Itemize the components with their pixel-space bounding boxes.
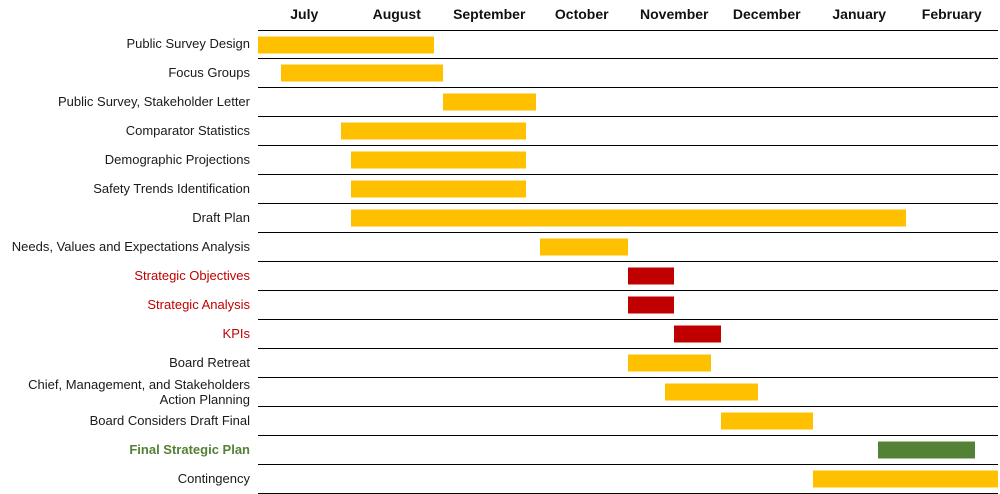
gantt-bar	[628, 296, 675, 314]
gantt-row: Strategic Objectives	[0, 262, 1000, 291]
task-label: Strategic Analysis	[147, 297, 250, 313]
gantt-row: Safety Trends Identification	[0, 175, 1000, 204]
gantt-row: Needs, Values and Expectations Analysis	[0, 233, 1000, 262]
gantt-bar	[350, 151, 527, 169]
gantt-row: Public Survey, Stakeholder Letter	[0, 88, 1000, 117]
gantt-row: Demographic Projections	[0, 146, 1000, 175]
gantt-bar	[350, 180, 527, 198]
gantt-bar	[665, 383, 758, 401]
month-label: July	[290, 6, 319, 22]
gantt-bar	[540, 238, 628, 256]
task-label: Board Considers Draft Final	[89, 413, 250, 429]
gantt-bar	[443, 93, 536, 111]
month-label: October	[554, 6, 609, 22]
task-label: Draft Plan	[192, 210, 250, 226]
task-timeline-cell	[258, 291, 998, 320]
task-timeline-cell	[258, 378, 998, 407]
gantt-bar	[674, 325, 721, 343]
month-header-row: July August September October November Decemb…	[258, 0, 998, 30]
task-timeline-cell	[258, 349, 998, 378]
task-label: Final Strategic Plan	[129, 442, 250, 458]
task-timeline-cell	[258, 320, 998, 349]
gantt-row: Focus Groups	[0, 59, 1000, 88]
gantt-bar	[350, 209, 906, 227]
gantt-row: Final Strategic Plan	[0, 436, 1000, 465]
gantt-bar	[720, 412, 813, 430]
task-label: Public Survey, Stakeholder Letter	[58, 94, 250, 110]
month-label: August	[372, 6, 421, 22]
gantt-bar	[628, 267, 675, 285]
task-timeline-cell	[258, 465, 998, 494]
month-label: December	[732, 6, 801, 22]
task-label: Strategic Objectives	[134, 268, 250, 284]
task-rows: Public Survey Design Focus Groups Public S…	[0, 30, 1000, 494]
task-timeline-cell	[258, 59, 998, 88]
task-label: Board Retreat	[169, 355, 250, 371]
task-timeline-cell	[258, 436, 998, 465]
task-timeline-cell	[258, 407, 998, 436]
task-timeline-cell	[258, 175, 998, 204]
gantt-bar	[813, 470, 998, 488]
month-label: November	[640, 6, 709, 22]
task-label: Needs, Values and Expectations Analysis	[11, 239, 250, 255]
task-timeline-cell	[258, 117, 998, 146]
gantt-row: KPIs	[0, 320, 1000, 349]
gantt-bar	[258, 36, 434, 53]
task-label: Chief, Management, and Stakeholders Acti…	[28, 376, 250, 407]
task-timeline-cell	[258, 233, 998, 262]
task-label: Public Survey Design	[126, 36, 250, 52]
task-label: Contingency	[177, 471, 250, 487]
gantt-row: Board Considers Draft Final	[0, 407, 1000, 436]
month-label: January	[832, 6, 887, 22]
gantt-bar	[341, 122, 527, 140]
task-label: Safety Trends Identification	[93, 181, 250, 197]
gantt-row: Draft Plan	[0, 204, 1000, 233]
task-timeline-cell	[258, 30, 998, 59]
gantt-bar	[877, 441, 975, 459]
gantt-row: Contingency	[0, 465, 1000, 494]
task-label: Comparator Statistics	[125, 123, 250, 139]
month-label: February	[921, 6, 982, 22]
gantt-bar	[628, 354, 712, 372]
gantt-row: Chief, Management, and Stakeholders Acti…	[0, 376, 1000, 407]
task-label: Demographic Projections	[104, 152, 250, 168]
gantt-row: Public Survey Design	[0, 30, 1000, 59]
task-timeline-cell	[258, 146, 998, 175]
month-label: September	[453, 6, 526, 22]
task-timeline-cell	[258, 204, 998, 233]
task-label: KPIs	[222, 326, 250, 342]
gantt-row: Comparator Statistics	[0, 117, 1000, 146]
gantt-bar	[281, 64, 443, 82]
gantt-row: Board Retreat	[0, 349, 1000, 378]
task-timeline-cell	[258, 88, 998, 117]
gantt-row: Strategic Analysis	[0, 291, 1000, 320]
task-label: Focus Groups	[168, 65, 250, 81]
task-timeline-cell	[258, 262, 998, 291]
